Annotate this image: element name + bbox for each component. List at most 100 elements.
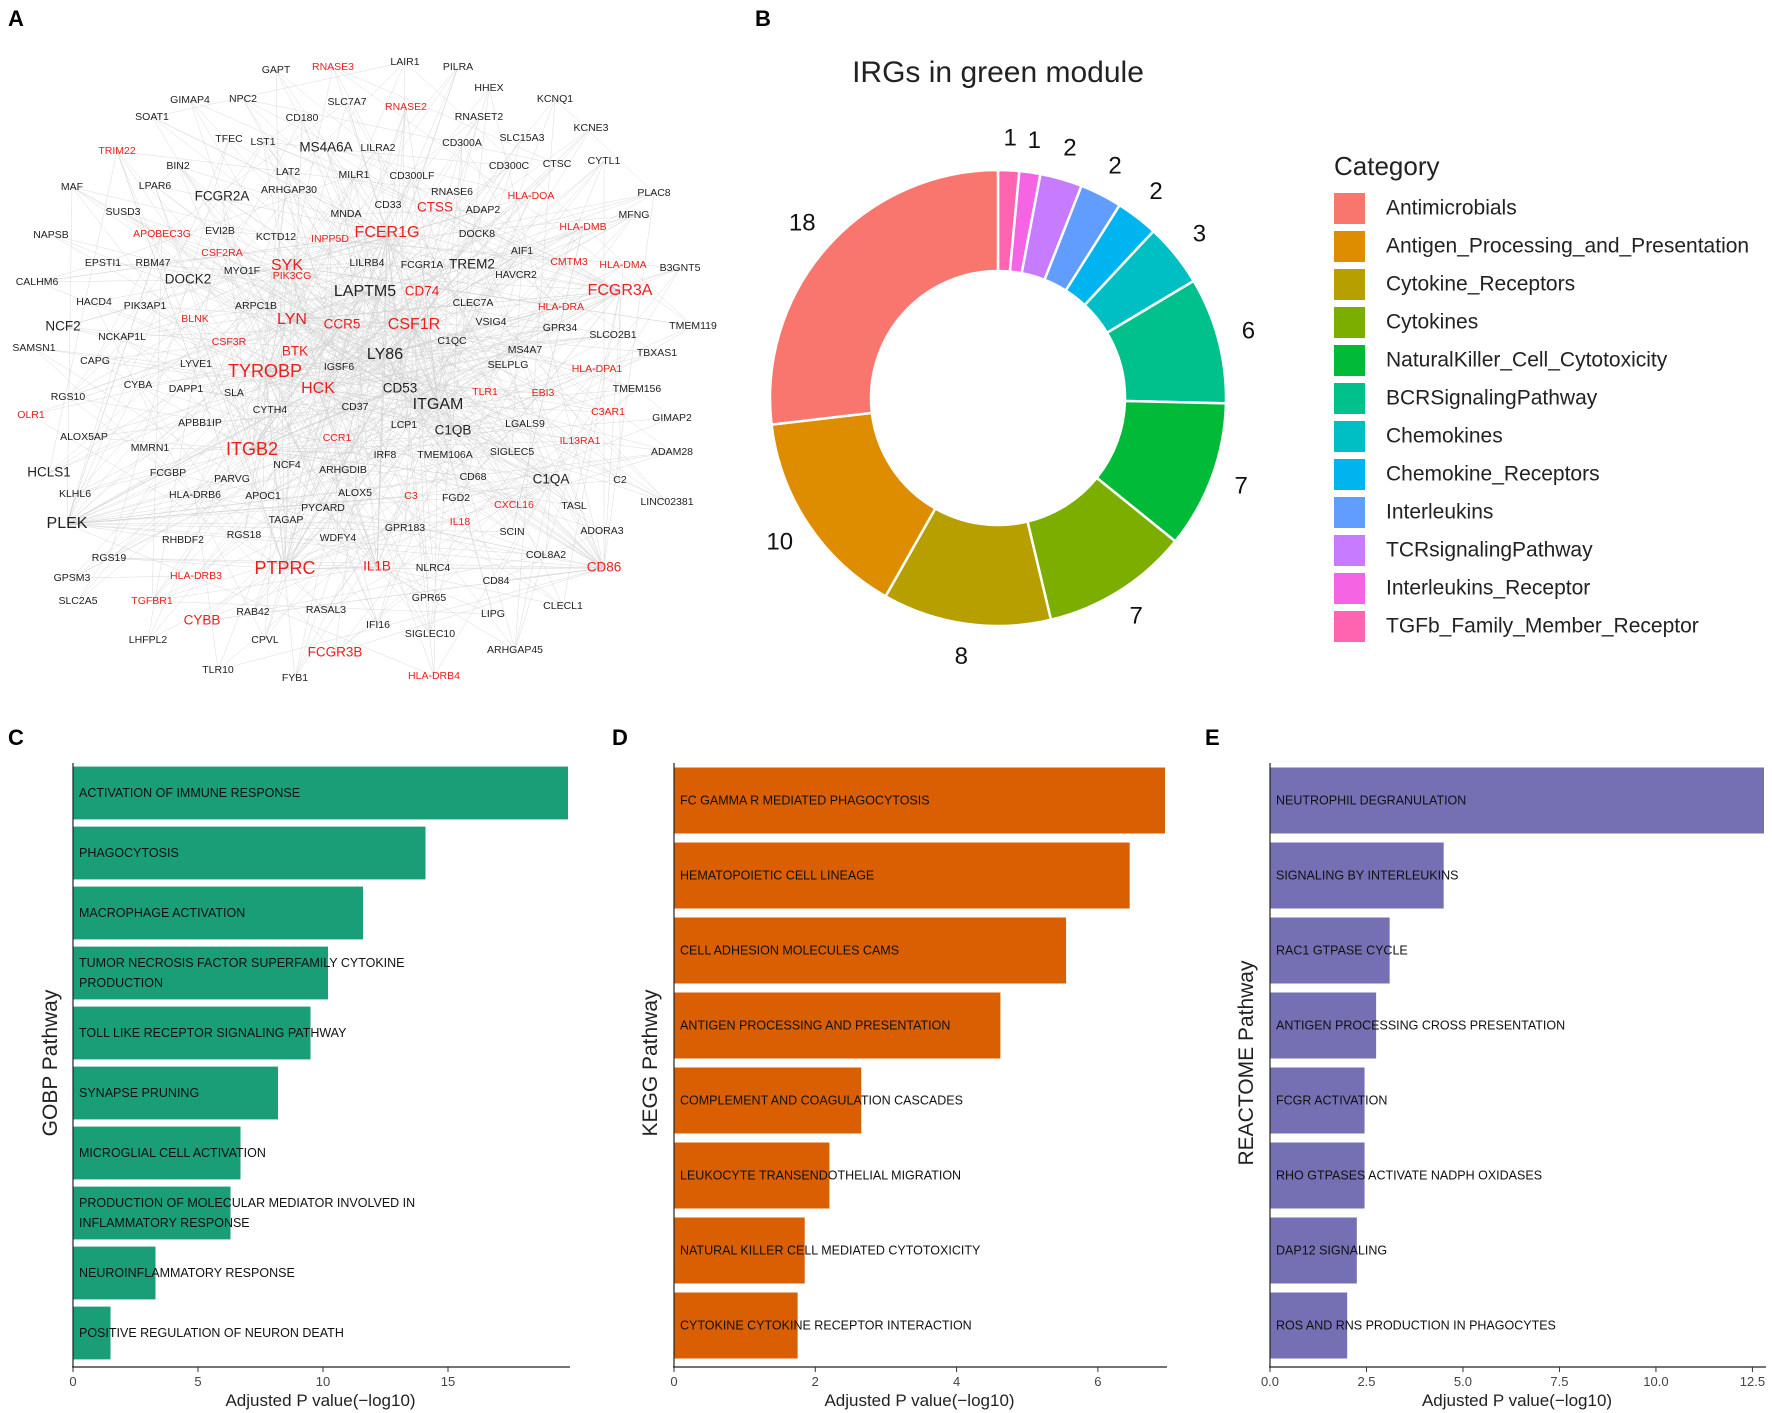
panel-label-c: C [8, 725, 24, 750]
bar-label: FC GAMMA R MEDIATED PHAGOCYTOSIS [680, 794, 930, 808]
gene-node: B3GNT5 [660, 262, 701, 274]
slice-label: 3 [1193, 221, 1206, 248]
gene-node: PIK3AP1 [124, 300, 167, 312]
gene-node: GAPT [262, 64, 291, 76]
gene-node: TRIM22 [98, 145, 136, 157]
bar [73, 1126, 241, 1180]
gene-node: GIMAP4 [170, 94, 210, 106]
gene-node: MNDA [331, 208, 362, 220]
gene-node: FYB1 [282, 672, 308, 684]
slice-label: 7 [1129, 602, 1142, 629]
gene-node: LCP1 [391, 419, 417, 431]
gene-node: IGSF6 [324, 361, 355, 373]
gene-node: KCTD12 [256, 231, 296, 243]
gene-node: PIK3CG [273, 270, 312, 282]
legend-swatch [1334, 611, 1365, 642]
gene-node: CPVL [251, 634, 279, 646]
gene-node: ITGB2 [226, 439, 278, 459]
gene-node: C1QC [437, 335, 467, 347]
legend-label: Chemokines [1386, 425, 1503, 448]
network-edge-lines [30, 61, 694, 679]
gene-node: LILRA2 [360, 142, 395, 154]
bar [73, 1306, 111, 1360]
legend-swatch [1334, 421, 1365, 452]
x-axis-title: Adjusted P value(−log10) [824, 1391, 1014, 1410]
bar [1270, 767, 1764, 834]
legend: Category Antimicrobials Antigen_Processin… [1334, 151, 1749, 642]
gene-node: ARHGDIB [319, 464, 367, 476]
gene-node: FCGR1A [401, 259, 444, 271]
bar-label: COMPLEMENT AND COAGULATION CASCADES [680, 1094, 963, 1108]
gene-node: ARHGAP45 [487, 644, 543, 656]
gene-node: RHBDF2 [162, 534, 204, 546]
gene-node: CD53 [383, 381, 418, 396]
y-axis-title: REACTOME Pathway [1235, 960, 1258, 1166]
bar-label: NATURAL KILLER CELL MEDIATED CYTOTOXICIT… [680, 1244, 981, 1258]
gene-node: ADORA3 [580, 525, 623, 537]
bar-label: POSITIVE REGULATION OF NEURON DEATH [79, 1326, 344, 1340]
gene-node: LILRB4 [349, 257, 384, 269]
gene-node: SYK [271, 257, 303, 274]
gene-node: ARPC1B [235, 300, 277, 312]
gene-node: KCNQ1 [537, 93, 573, 105]
gobp-bar-chart: ACTIVATION OF IMMUNE RESPONSE PHAGOCYTOSI… [39, 763, 570, 1410]
slice-label: 2 [1108, 152, 1121, 179]
bar-label: NEUTROPHIL DEGRANULATION [1276, 794, 1466, 808]
bar-label: PHAGOCYTOSIS [79, 846, 179, 860]
x-tick-label: 10.0 [1643, 1374, 1668, 1389]
gene-node: SLC15A3 [500, 132, 545, 144]
x-tick-label: 0.0 [1261, 1374, 1279, 1389]
gene-node: TMEM119 [669, 320, 717, 332]
gene-node: MS4A7 [508, 344, 543, 356]
donut-slice [768, 168, 1000, 427]
gene-node: LAPTM5 [334, 283, 396, 300]
bar [1270, 842, 1444, 909]
gene-node: CYTL1 [588, 155, 621, 167]
gene-node: RGS19 [92, 552, 127, 564]
x-tick-label: 2 [812, 1374, 819, 1389]
network-edges [30, 61, 694, 679]
x-tick-label: 12.5 [1740, 1374, 1765, 1389]
gene-node: CMTM3 [550, 256, 587, 268]
gene-node: GPR34 [543, 322, 578, 334]
gene-node: SLCO2B1 [589, 329, 636, 341]
bar-label: RHO GTPASES ACTIVATE NADPH OXIDASES [1276, 1169, 1542, 1183]
gene-node: CD74 [405, 284, 440, 299]
slice-label: 2 [1149, 178, 1162, 205]
gene-node: ADAP2 [466, 204, 501, 216]
gene-node: SAMSN1 [12, 342, 55, 354]
gene-node: DOCK2 [165, 272, 212, 287]
bar [73, 826, 426, 880]
x-tick-label: 7.5 [1550, 1374, 1568, 1389]
gene-node: BIN2 [166, 160, 190, 172]
bar-label: ANTIGEN PROCESSING AND PRESENTATION [680, 1019, 950, 1033]
bar-label: CELL ADHESION MOLECULES CAMS [680, 944, 899, 958]
gene-node: LIPG [481, 608, 505, 620]
gene-node: SELPLG [488, 359, 529, 371]
legend-label: Cytokines [1386, 311, 1478, 334]
gene-node: CD86 [587, 560, 622, 575]
bar-label: ROS AND RNS PRODUCTION IN PHAGOCYTES [1276, 1319, 1556, 1333]
gene-node: HCLS1 [27, 465, 71, 480]
gene-node: SLA [224, 387, 244, 399]
legend-swatch [1334, 307, 1365, 338]
gene-node: CD68 [460, 471, 487, 483]
gene-node: AIF1 [511, 245, 533, 257]
gene-node: TYROBP [228, 361, 302, 381]
gene-node: EPSTI1 [85, 257, 121, 269]
gene-node: HLA-DPA1 [572, 363, 623, 375]
gene-node: PYCARD [301, 502, 345, 514]
gene-node: GPSM3 [54, 572, 91, 584]
gene-node: ITGAM [413, 396, 464, 413]
gene-node: CD84 [483, 575, 510, 587]
gene-node: FCER1G [355, 224, 420, 241]
bar [73, 1246, 156, 1300]
gene-node: C1QA [533, 472, 570, 487]
gene-node: LHFPL2 [129, 634, 168, 646]
x-tick-label: 2.5 [1357, 1374, 1375, 1389]
bar [674, 842, 1130, 909]
gene-node: WDFY4 [320, 532, 357, 544]
legend-swatch [1334, 193, 1365, 224]
